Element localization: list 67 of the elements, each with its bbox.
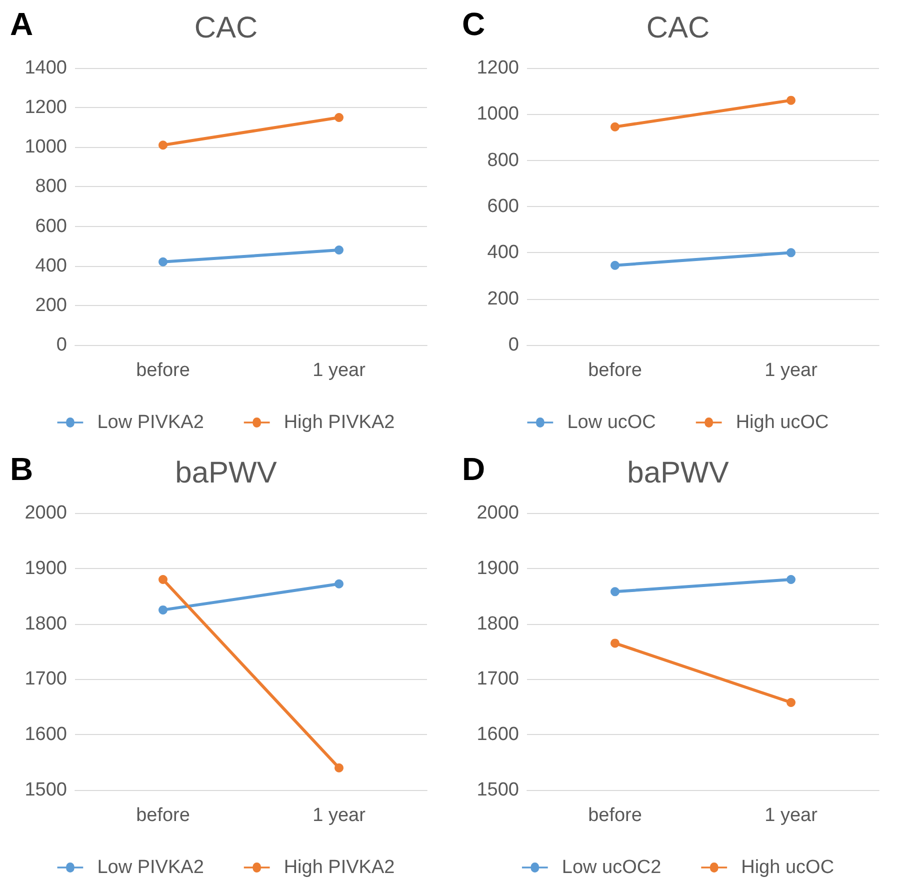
text: B <box>10 451 34 487</box>
point <box>334 112 344 122</box>
y-tick-label: 1200 <box>476 58 519 78</box>
legend-label: Low PIVKA2 <box>97 412 204 433</box>
legend-label: Low PIVKA2 <box>97 857 204 878</box>
y-tick-label: 400 <box>35 255 67 276</box>
legend-label: High PIVKA2 <box>284 857 395 878</box>
legend-label: Low ucOC2 <box>562 857 662 878</box>
point <box>334 246 344 255</box>
text: A <box>10 6 34 42</box>
point <box>786 698 796 707</box>
legend-label: Low ucOC <box>567 412 656 433</box>
y-tick-label: 1700 <box>476 668 519 690</box>
y-tick-label: 1500 <box>24 780 67 800</box>
y-tick-label: 800 <box>35 176 67 198</box>
x-tick-label: before <box>136 805 190 826</box>
y-tick-label: 1000 <box>476 104 519 125</box>
y-tick-label: 600 <box>487 196 519 217</box>
y-tick-label: 200 <box>35 294 67 316</box>
point <box>610 122 620 132</box>
point <box>786 574 796 584</box>
x-tick-label: before <box>588 805 642 826</box>
point <box>158 605 168 614</box>
y-tick-label: 1600 <box>24 724 67 746</box>
point <box>158 257 168 266</box>
y-tick-label: 1800 <box>476 613 519 634</box>
chart-title: baPWV <box>627 456 729 490</box>
y-tick-label: 200 <box>487 288 519 310</box>
x-tick-label: before <box>136 360 190 381</box>
y-tick-label: 0 <box>56 334 67 356</box>
point <box>158 140 168 150</box>
y-tick-label: 800 <box>487 150 519 171</box>
x-tick-label: 1 year <box>764 360 818 381</box>
y-tick-label: 400 <box>487 242 519 264</box>
legend-label: High ucOC <box>736 412 829 433</box>
y-tick-label: 1000 <box>24 136 67 158</box>
point <box>610 260 620 270</box>
point <box>158 574 168 584</box>
point <box>610 587 620 596</box>
legend-label: High PIVKA2 <box>284 412 395 433</box>
x-tick-label: 1 year <box>312 805 366 826</box>
y-tick-label: 1900 <box>476 558 519 579</box>
y-tick-label: 1200 <box>24 97 67 118</box>
y-tick-label: 1800 <box>24 613 67 634</box>
y-tick-label: 600 <box>35 216 67 237</box>
point <box>786 248 796 258</box>
text: D <box>462 451 486 487</box>
chart-title: CAC <box>646 12 710 44</box>
point <box>334 579 344 588</box>
y-tick-label: 2000 <box>24 502 67 524</box>
chart-title: CAC <box>194 12 258 44</box>
y-tick-label: 2000 <box>476 502 519 524</box>
legend-label: High ucOC <box>741 857 834 878</box>
y-tick-label: 1500 <box>476 780 519 800</box>
point <box>334 763 344 772</box>
point <box>610 638 620 648</box>
y-tick-label: 1700 <box>24 668 67 690</box>
y-tick-label: 1900 <box>24 558 67 579</box>
y-tick-label: 0 <box>508 334 519 356</box>
chart-title: baPWV <box>175 456 277 490</box>
x-tick-label: 1 year <box>312 360 366 381</box>
y-tick-label: 1400 <box>24 58 67 78</box>
point <box>786 96 796 105</box>
x-tick-label: before <box>588 360 642 381</box>
text: C <box>462 6 486 42</box>
x-tick-label: 1 year <box>764 805 818 826</box>
y-tick-label: 1600 <box>476 724 519 746</box>
